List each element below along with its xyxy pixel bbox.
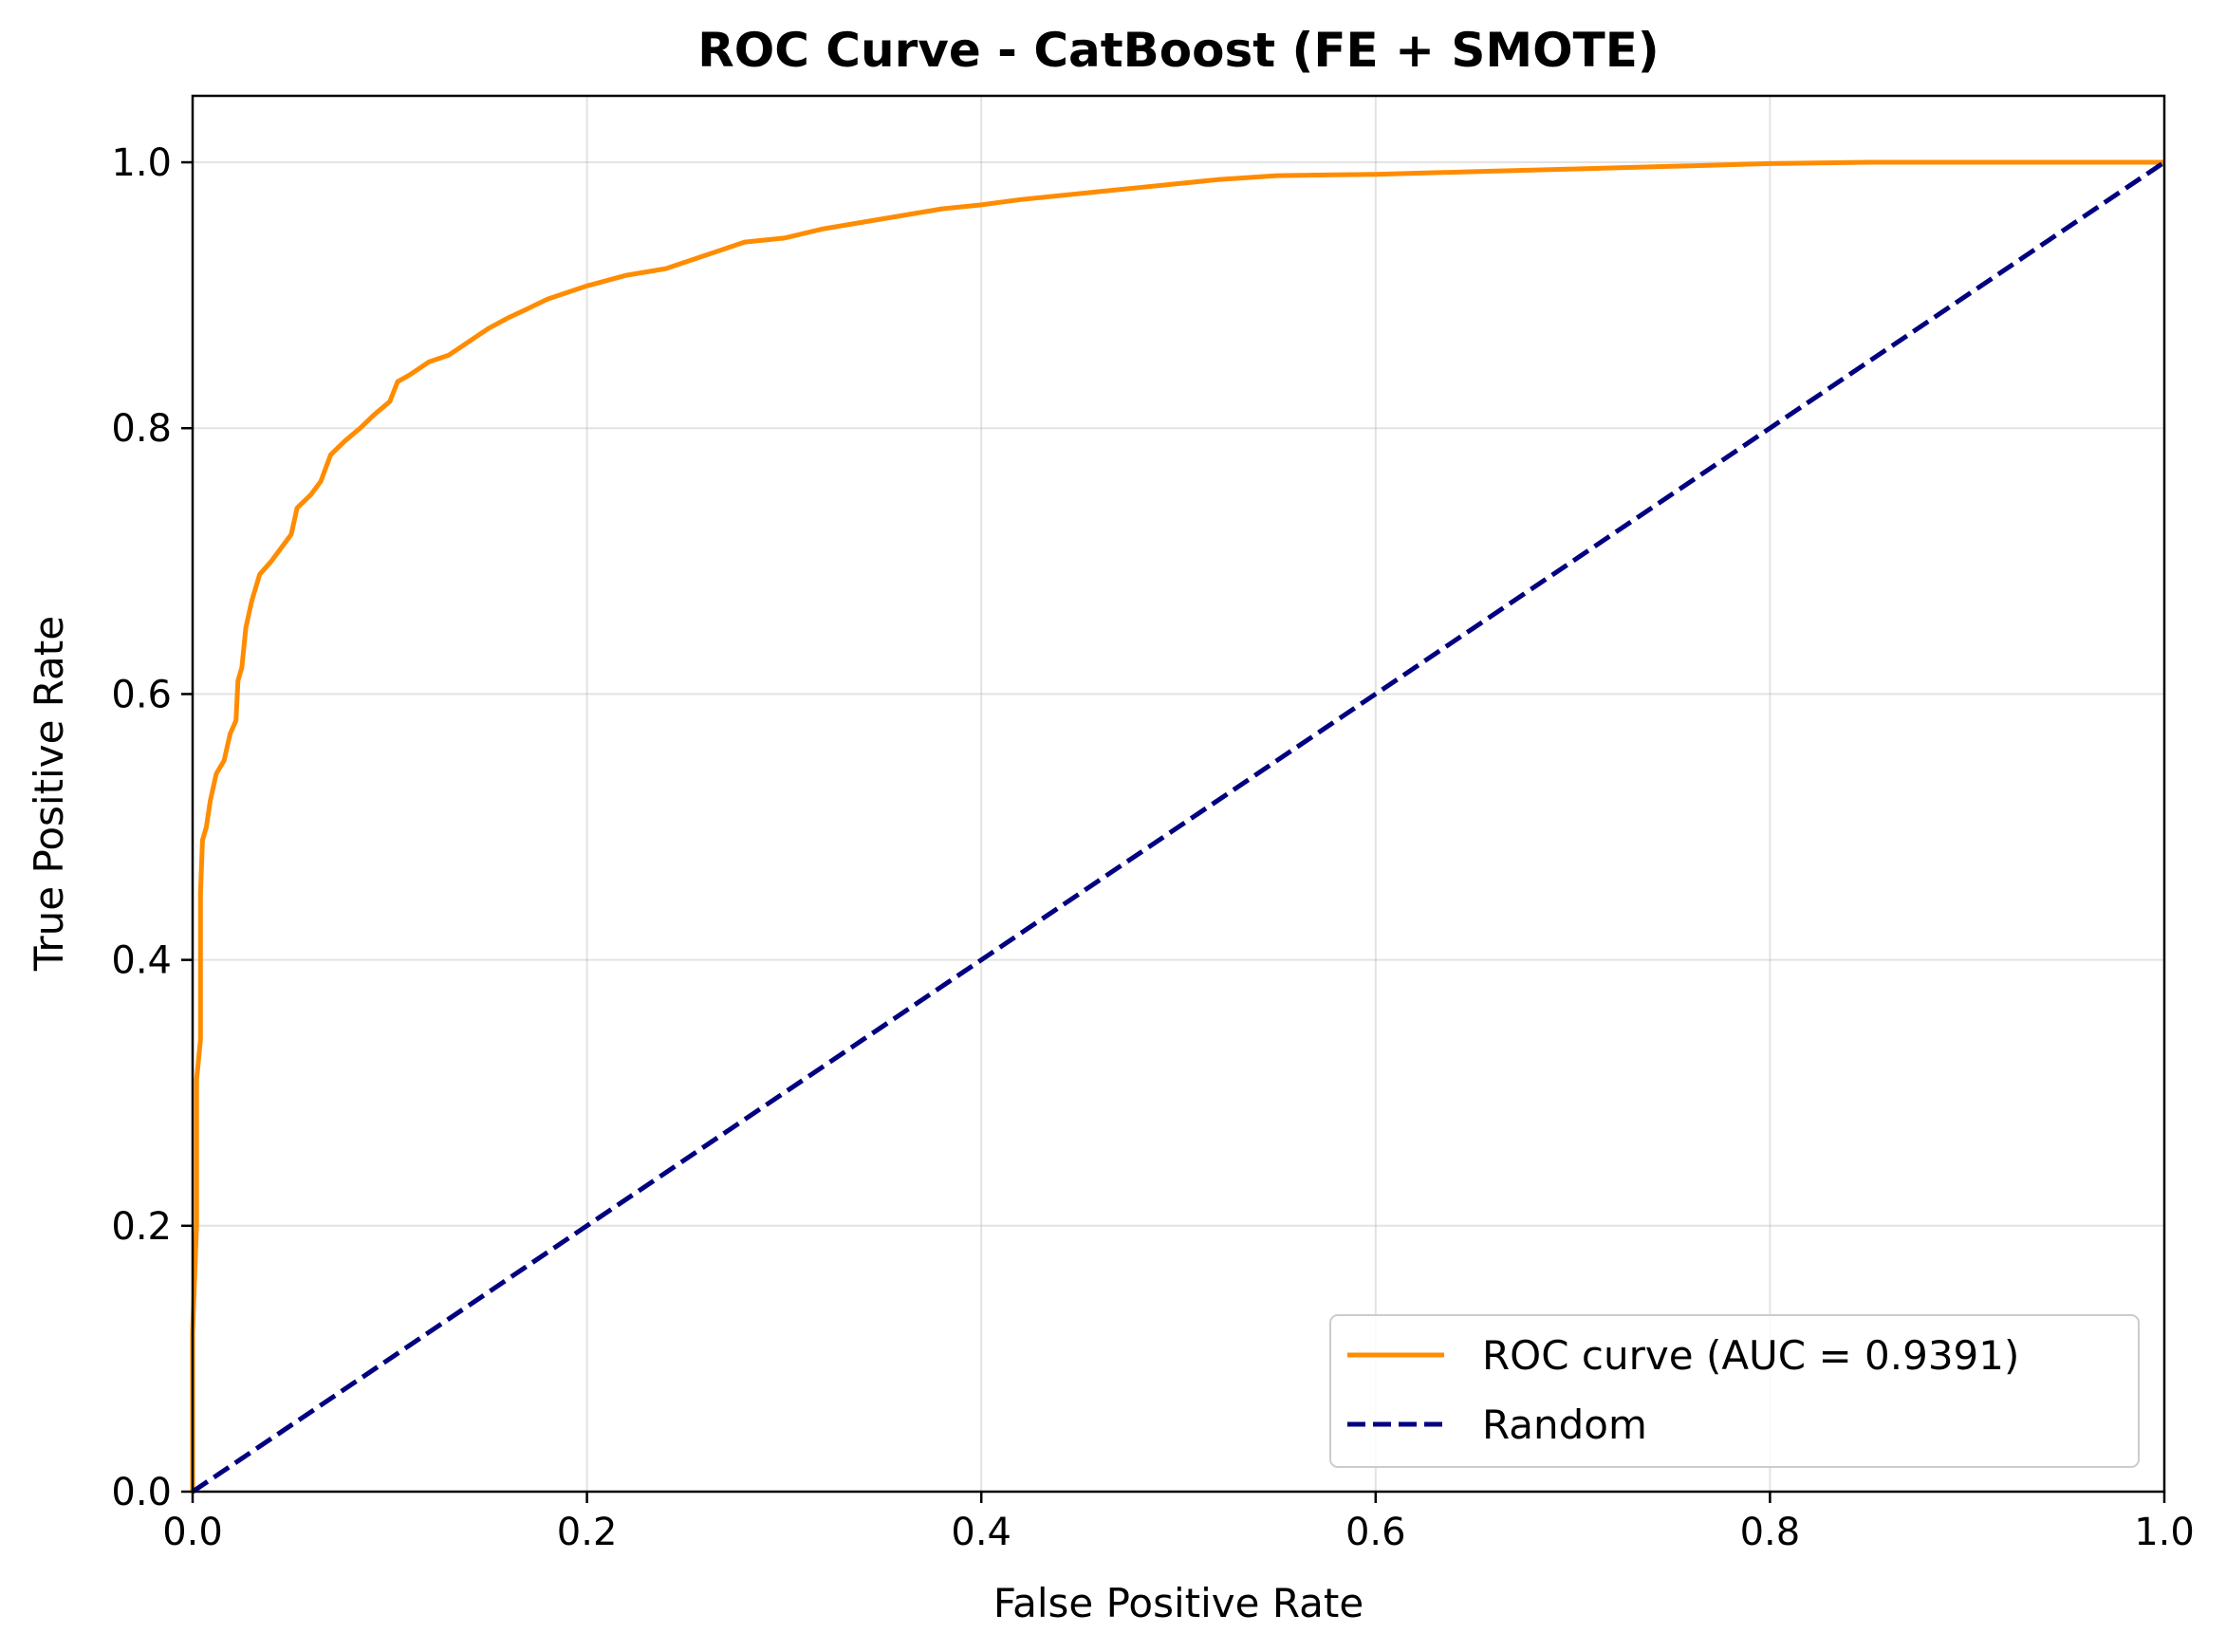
- x-axis-label: False Positive Rate: [993, 1580, 1363, 1626]
- y-tick-label: 0.6: [111, 673, 172, 716]
- axis-ticks: 0.0 0.2 0.4 0.6 0.8 1.0 0.0 0.2 0.4 0.6 0.8 1.0: [111, 141, 2194, 1554]
- x-tick-label: 0.6: [1345, 1511, 1406, 1554]
- legend-label-roc: ROC curve (AUC = 0.9391): [1482, 1332, 2019, 1379]
- x-tick-label: 1.0: [2134, 1511, 2195, 1554]
- y-tick-label: 1.0: [111, 141, 172, 185]
- y-tick-label: 0.8: [111, 407, 172, 451]
- series-line-random: [191, 159, 2166, 1494]
- y-axis-label: True Positive Rate: [26, 616, 72, 972]
- x-tick-label: 0.8: [1740, 1511, 1801, 1554]
- y-tick-label: 0.2: [111, 1205, 172, 1249]
- plot-frame: [191, 94, 2166, 1494]
- plot-series: [190, 159, 2166, 1494]
- x-tick-label: 0.0: [162, 1511, 223, 1554]
- chart-title: ROC Curve - CatBoost (FE + SMOTE): [697, 23, 1660, 78]
- series-line-roc: [190, 159, 2164, 1492]
- x-tick-label: 0.4: [951, 1511, 1011, 1554]
- x-tick-label: 0.2: [557, 1511, 618, 1554]
- y-tick-label: 0.4: [111, 939, 172, 983]
- legend-label-random: Random: [1482, 1401, 1647, 1448]
- y-tick-label: 0.0: [111, 1471, 172, 1514]
- legend: ROC curve (AUC = 0.9391) Random: [1329, 1314, 2140, 1468]
- grid-lines: [192, 96, 2165, 1493]
- legend-box: [1329, 1314, 2140, 1468]
